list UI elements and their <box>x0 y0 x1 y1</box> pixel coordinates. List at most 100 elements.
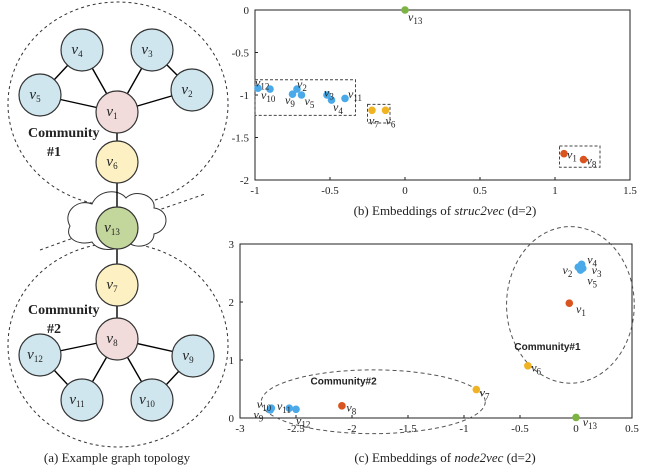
point-label: v3 <box>592 263 602 279</box>
node-circle <box>95 140 139 184</box>
x-tick-label: -1 <box>459 423 468 435</box>
y-tick-label: -1.5 <box>232 133 250 145</box>
point-label: v1 <box>567 148 577 164</box>
node-circle <box>130 378 174 422</box>
point-label: v7 <box>480 385 490 401</box>
node-label: v3 <box>141 42 153 59</box>
cluster-box <box>254 79 356 116</box>
graph-node-v10: v10 <box>130 378 174 422</box>
x-tick-label: 0.5 <box>473 185 487 197</box>
graph-node-v4: v4 <box>60 28 104 72</box>
point-v12 <box>254 84 262 92</box>
point-v11 <box>285 404 294 412</box>
x-tick-label: -1 <box>250 185 259 197</box>
node-label: v2 <box>181 82 192 99</box>
point-v4 <box>327 96 336 104</box>
point-label: v10 <box>257 397 272 413</box>
point-v10 <box>266 85 274 93</box>
point-label: v6 <box>531 361 541 377</box>
community2-label: Community <box>28 303 100 318</box>
point-label: v11 <box>348 87 362 103</box>
y-tick-label: -0.5 <box>232 48 250 60</box>
point-v6 <box>524 362 532 370</box>
node-circle <box>170 68 214 112</box>
point-label: v12 <box>255 75 269 91</box>
chart-struc2vec: -1 -0.5 0 0.5 1 1.50-0.5-1-1.5-2 v13v12v10v2v… <box>232 5 638 218</box>
point-label: v9 <box>285 93 295 109</box>
graph-node-v12: v12 <box>18 333 62 377</box>
point-label: v10 <box>261 88 276 104</box>
cluster-box <box>367 103 391 124</box>
caption-a: (a) Example graph topology <box>44 450 191 465</box>
point-label: v5 <box>587 274 597 290</box>
node-label: v10 <box>139 392 155 409</box>
point-v8 <box>579 155 588 164</box>
node-circle <box>60 378 104 422</box>
point-label: v13 <box>408 10 423 26</box>
community-ellipse <box>506 226 635 384</box>
community-label: Community#2 <box>311 376 378 387</box>
point-label: v5 <box>305 94 315 110</box>
graph-node-v1: v1 <box>95 90 139 134</box>
point-label: v9 <box>253 408 263 424</box>
community1-label: Community <box>28 126 100 141</box>
node-label: v5 <box>29 87 41 104</box>
point-label: v8 <box>346 401 356 417</box>
point-v6 <box>381 106 390 115</box>
y-tick-label: 0 <box>229 413 235 425</box>
graph-node-v7: v7 <box>95 263 139 307</box>
node-circle <box>95 263 139 307</box>
graph-node-v3: v3 <box>130 28 174 72</box>
node-circle <box>130 28 174 72</box>
node-circle <box>18 73 62 117</box>
y-tick-label: 0 <box>244 5 250 17</box>
point-v11 <box>341 94 349 103</box>
point-label: v6 <box>386 114 396 130</box>
graph-node-v6: v6 <box>95 140 139 184</box>
caption-b: (b) Embeddings of struc2vec (d=2) <box>354 203 537 218</box>
node-label: v9 <box>182 348 194 365</box>
graph-node-v8: v8 <box>95 317 139 361</box>
y-tick-label: -2 <box>240 175 249 187</box>
node-circle <box>171 334 215 378</box>
point-label: v11 <box>277 399 291 415</box>
point-v13 <box>572 413 580 422</box>
node-label: v12 <box>27 347 43 364</box>
node-circle <box>95 90 139 134</box>
x-tick-label: 0 <box>402 185 408 197</box>
point-v7 <box>472 385 481 394</box>
community1-number: #1 <box>47 145 61 160</box>
x-tick-label: -2.5 <box>287 423 305 435</box>
node-label: v11 <box>69 392 84 409</box>
node-circle <box>60 28 104 72</box>
y-tick-label: 3 <box>229 239 235 251</box>
x-tick-label: -0.5 <box>511 423 529 435</box>
cut-line-right <box>149 193 206 214</box>
point-label: v2 <box>297 77 307 93</box>
graph-node-v9: v9 <box>171 334 215 378</box>
point-label: v12 <box>296 413 310 429</box>
x-tick-label: -0.5 <box>321 185 339 197</box>
node-circle <box>95 317 139 361</box>
point-label: v4 <box>587 253 597 269</box>
point-v7 <box>368 106 376 115</box>
node-label: v13 <box>104 220 120 237</box>
cluster-box <box>559 145 601 168</box>
x-tick-label: -1.5 <box>399 423 417 435</box>
community-ellipse <box>260 369 486 435</box>
node-label: v4 <box>71 42 83 59</box>
point-v5 <box>297 91 306 99</box>
point-label: v8 <box>587 153 597 169</box>
node-label: v8 <box>106 331 118 348</box>
x-tick-label: 1.5 <box>623 185 637 197</box>
node-circle <box>95 206 139 250</box>
x-tick-label: -3 <box>235 423 245 435</box>
graph-node-v5: v5 <box>18 73 62 117</box>
node-label: v1 <box>106 104 117 121</box>
node-label: v6 <box>106 154 118 171</box>
point-label: v2 <box>563 263 573 279</box>
community-label: Community#1 <box>514 342 581 353</box>
node-circle <box>18 333 62 377</box>
community1-boundary <box>7 1 229 207</box>
